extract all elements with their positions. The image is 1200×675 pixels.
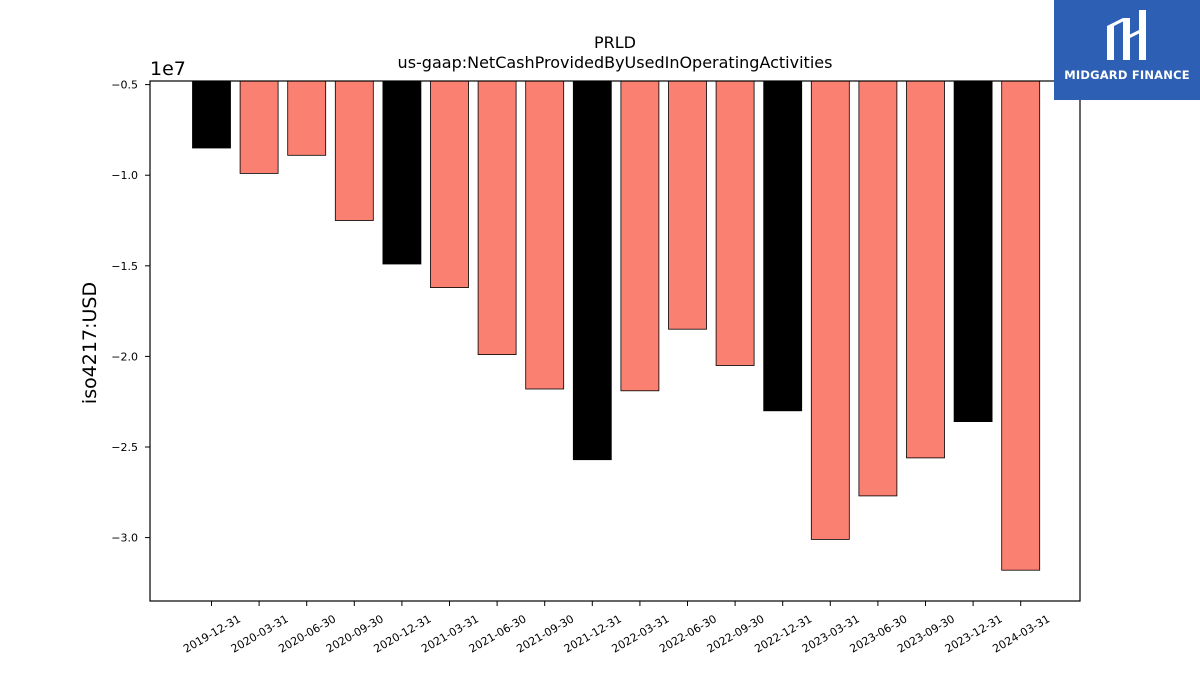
x-ticks-group: 2019-12-312020-03-312020-06-302020-09-30…	[181, 601, 1052, 656]
bar-2022-06-30	[668, 80, 707, 330]
bars-group	[192, 80, 1041, 571]
bar-2019-12-31	[192, 80, 231, 149]
y-axis-label: iso4217:USD	[79, 282, 101, 404]
bar-2023-12-31	[953, 80, 993, 423]
bar-2020-03-31	[239, 80, 279, 174]
y-tick-label: −3.0	[111, 532, 138, 545]
bar-2022-12-31	[763, 80, 803, 412]
y-tick-label: −1.5	[111, 260, 138, 273]
y-tick-label: −2.5	[111, 441, 138, 454]
chart-subtitle: us-gaap:NetCashProvidedByUsedInOperating…	[398, 53, 833, 72]
y-tick-label: −0.5	[111, 79, 138, 92]
logo-text: MIDGARD FINANCE	[1064, 68, 1190, 82]
bar-2021-12-31	[572, 80, 612, 461]
bar-2023-06-30	[858, 80, 898, 497]
bar-2023-09-30	[906, 80, 945, 459]
bar-2022-03-31	[620, 80, 660, 392]
bar-2020-12-31	[382, 80, 422, 265]
y-tick-label: −1.0	[111, 169, 138, 182]
bar-2020-06-30	[287, 80, 327, 156]
bar-2021-03-31	[430, 80, 469, 289]
brand-logo: MIDGARD FINANCE	[1054, 0, 1200, 100]
chart-title: PRLD	[594, 33, 636, 52]
y-offset-label: 1e7	[150, 58, 186, 80]
plot-frame	[149, 80, 1081, 602]
bar-2023-03-31	[810, 80, 850, 540]
bar-2024-03-31	[1001, 80, 1041, 571]
bar-2021-06-30	[477, 80, 517, 356]
y-ticks-group: −0.5 −1.0 −1.5 −2.0 −2.5 −3.0	[111, 79, 150, 545]
logo-mark-icon	[1107, 10, 1146, 60]
bar-2021-09-30	[525, 80, 565, 390]
bar-2022-09-30	[715, 80, 755, 366]
y-tick-label: −2.0	[111, 350, 138, 363]
bar-2020-09-30	[334, 80, 374, 221]
